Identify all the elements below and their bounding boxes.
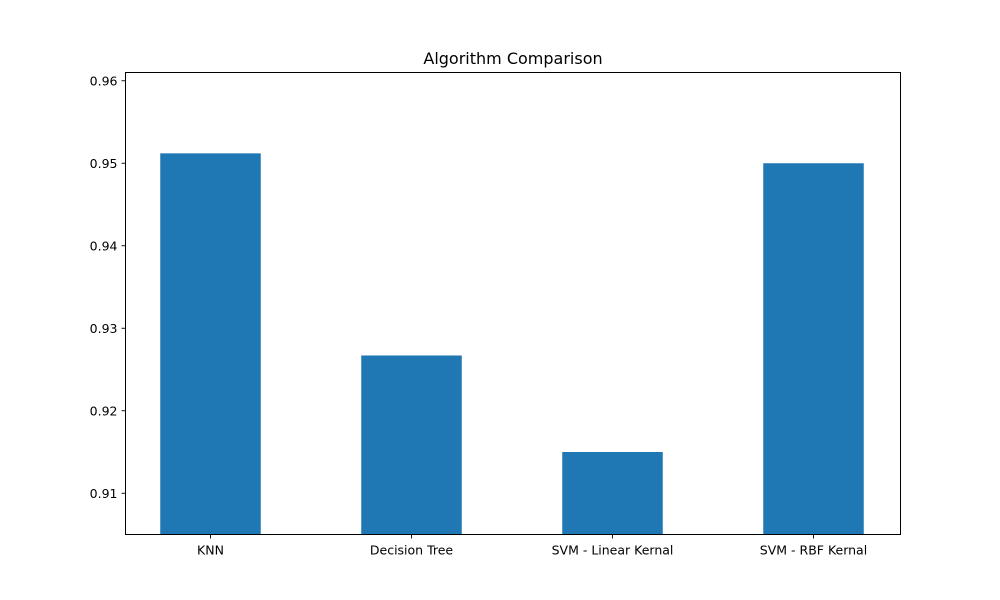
x-tick-label-2: SVM - Linear Kernal [552, 543, 674, 558]
bars-group [160, 153, 864, 535]
x-tick-label-1: Decision Tree [370, 543, 454, 558]
chart-title: Algorithm Comparison [423, 49, 602, 68]
y-axis: 0.91 0.92 0.93 0.94 0.95 0.96 [90, 73, 126, 501]
bar-0 [160, 153, 261, 535]
x-tick-label-0: KNN [197, 543, 224, 558]
axes-frame [125, 72, 901, 535]
y-tick-label-5: 0.96 [90, 73, 118, 88]
x-axis: KNN Decision Tree SVM - Linear Kernal SVM -… [197, 534, 867, 558]
bar-2 [562, 452, 663, 535]
x-tick-label-3: SVM - RBF Kernal [760, 543, 867, 558]
bar-3 [763, 163, 864, 535]
y-tick-label-0: 0.91 [90, 486, 118, 501]
y-tick-label-4: 0.95 [90, 156, 118, 171]
y-tick-label-1: 0.92 [90, 403, 118, 418]
y-tick-label-3: 0.94 [90, 238, 118, 253]
bar-1 [361, 355, 462, 535]
y-tick-label-2: 0.93 [90, 321, 118, 336]
